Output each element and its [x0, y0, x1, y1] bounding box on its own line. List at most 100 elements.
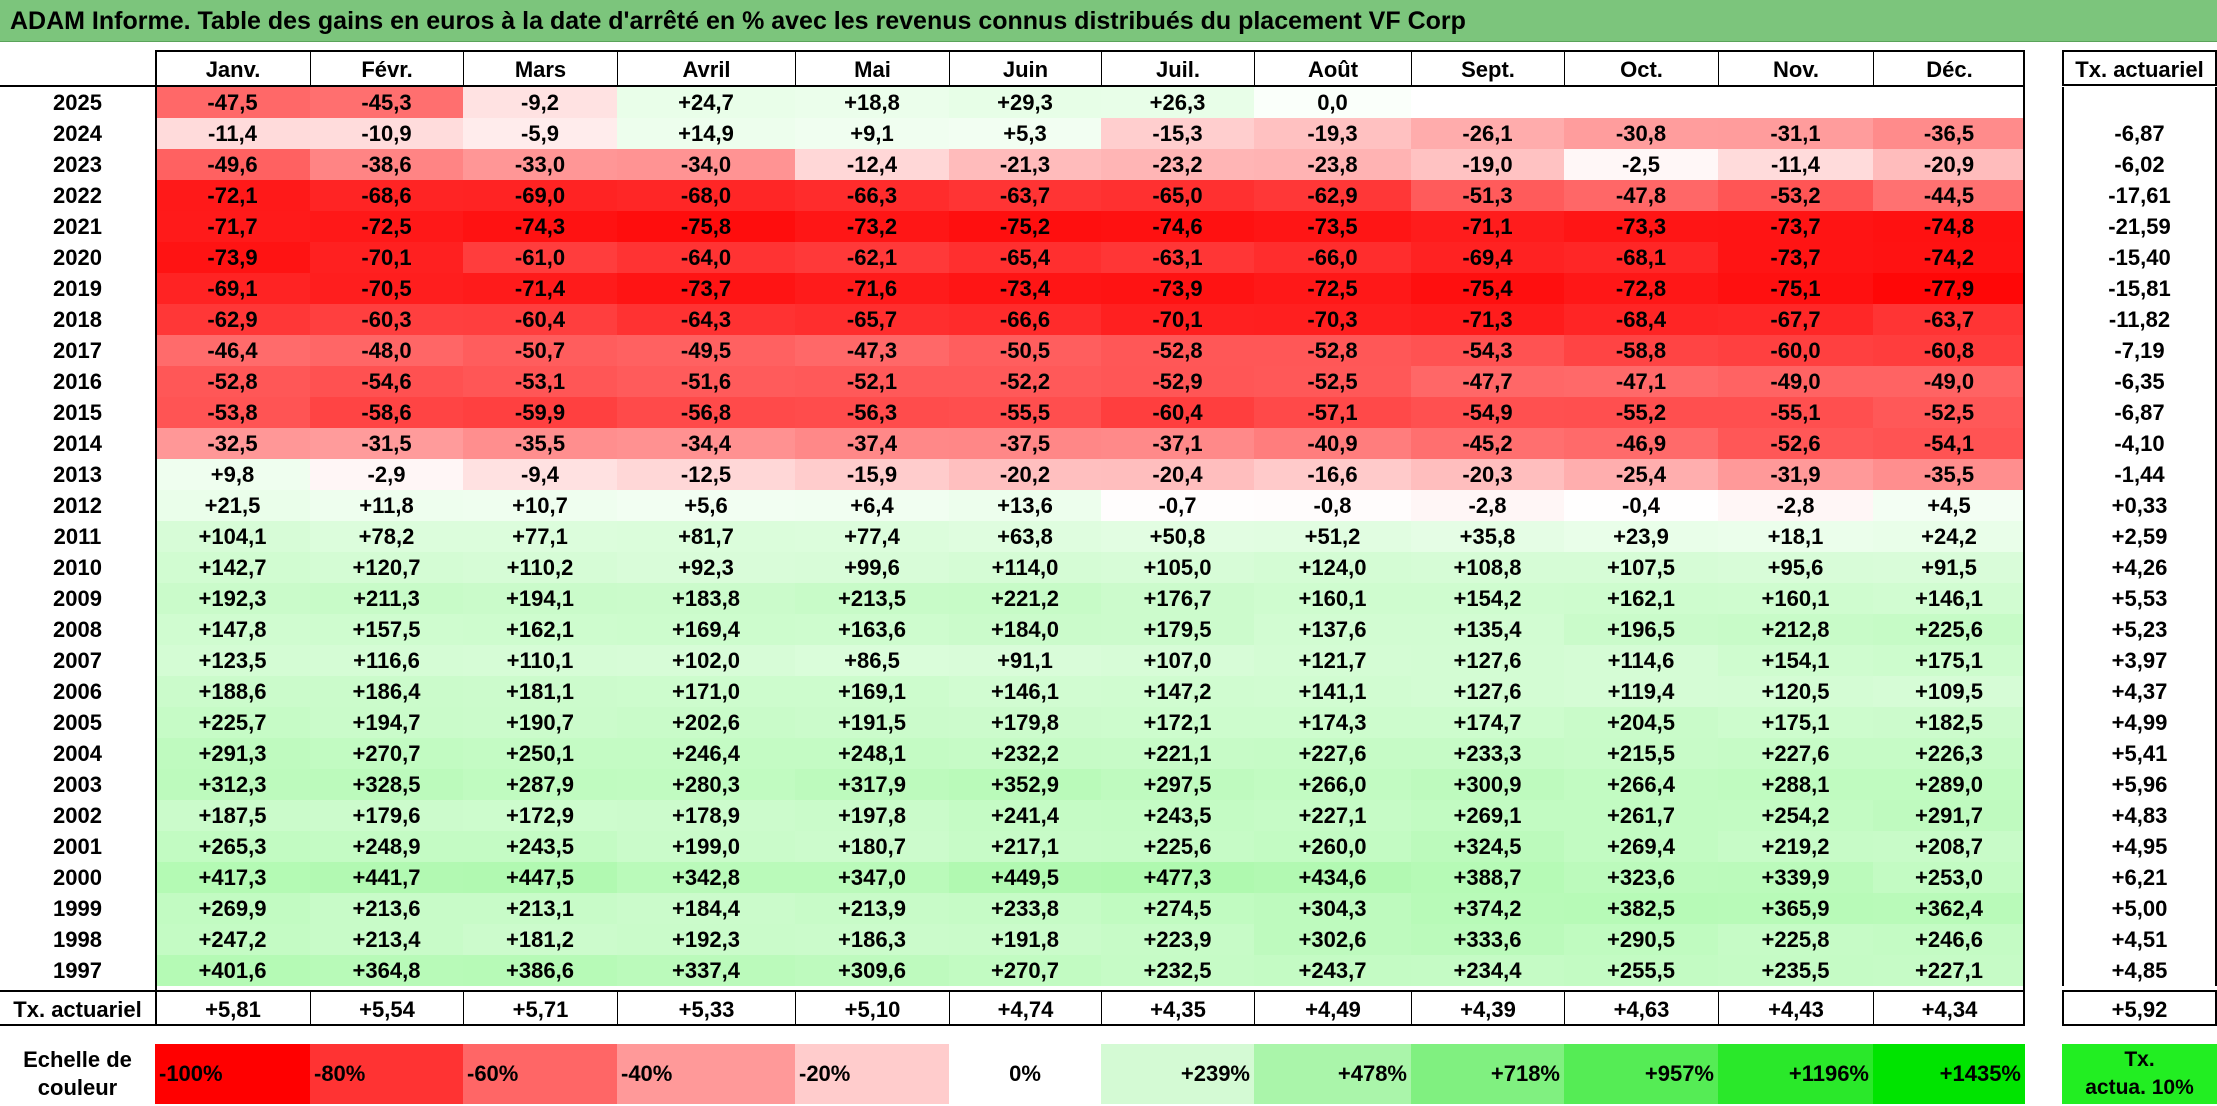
- value-cell: +266,0: [1254, 769, 1411, 800]
- value-cell: -69,0: [463, 180, 617, 211]
- tx-actuariel-cell: -1,44: [2062, 459, 2217, 490]
- value-cell: +172,1: [1101, 707, 1254, 738]
- year-cell: 2015: [0, 397, 155, 428]
- value-cell: -54,1: [1873, 428, 2025, 459]
- value-cell: +154,1: [1718, 645, 1873, 676]
- value-cell: -65,4: [949, 242, 1101, 273]
- table-row: 2018 -62,9 -60,3 -60,4 -64,3 -65,7 -66,6 -70,1-…: [0, 304, 2217, 335]
- value-cell: +291,7: [1873, 800, 2025, 831]
- value-cell: +4,5: [1873, 490, 2025, 521]
- value-cell: +169,4: [617, 614, 795, 645]
- value-cell: -73,9: [155, 242, 310, 273]
- value-cell: -63,7: [949, 180, 1101, 211]
- header-divider: [0, 85, 2025, 87]
- year-cell: 2014: [0, 428, 155, 459]
- value-cell: +234,4: [1411, 955, 1564, 986]
- value-cell: +186,4: [310, 676, 463, 707]
- value-cell: -59,9: [463, 397, 617, 428]
- year-cell: 2016: [0, 366, 155, 397]
- value-cell: -36,5: [1873, 118, 2025, 149]
- tx-legend-line2: actua. 10%: [2085, 1076, 2194, 1099]
- footer-value-cell: +5,33: [617, 990, 795, 1026]
- value-cell: [1718, 87, 1873, 118]
- value-cell: +23,9: [1564, 521, 1718, 552]
- value-cell: +226,3: [1873, 738, 2025, 769]
- value-cell: -26,1: [1411, 118, 1564, 149]
- tx-actuariel-cell: -21,59: [2062, 211, 2217, 242]
- value-cell: -73,5: [1254, 211, 1411, 242]
- month-header: Nov.: [1718, 50, 1873, 86]
- value-cell: -50,7: [463, 335, 617, 366]
- month-header: Juin: [949, 50, 1101, 86]
- value-cell: +14,9: [617, 118, 795, 149]
- legend-swatch: -40%: [617, 1044, 795, 1104]
- value-cell: +250,1: [463, 738, 617, 769]
- year-cell: 2009: [0, 583, 155, 614]
- value-cell: +477,3: [1101, 862, 1254, 893]
- value-cell: +91,1: [949, 645, 1101, 676]
- value-cell: -70,3: [1254, 304, 1411, 335]
- value-cell: -74,6: [1101, 211, 1254, 242]
- value-cell: -10,9: [310, 118, 463, 149]
- value-cell: -37,1: [1101, 428, 1254, 459]
- value-cell: +347,0: [795, 862, 949, 893]
- footer-value-cell: +5,54: [310, 990, 463, 1026]
- value-cell: +199,0: [617, 831, 795, 862]
- value-cell: -65,0: [1101, 180, 1254, 211]
- year-cell: 2022: [0, 180, 155, 211]
- value-cell: -66,0: [1254, 242, 1411, 273]
- value-cell: +243,5: [1101, 800, 1254, 831]
- footer-value-cell: +4,49: [1254, 990, 1411, 1026]
- value-cell: +157,5: [310, 614, 463, 645]
- value-cell: -2,5: [1564, 149, 1718, 180]
- value-cell: -54,6: [310, 366, 463, 397]
- value-cell: +141,1: [1254, 676, 1411, 707]
- value-cell: +92,3: [617, 552, 795, 583]
- legend-swatch: +957%: [1564, 1044, 1718, 1104]
- value-cell: -49,6: [155, 149, 310, 180]
- value-cell: +107,5: [1564, 552, 1718, 583]
- value-cell: [1411, 87, 1564, 118]
- value-cell: +180,7: [795, 831, 949, 862]
- value-cell: -60,4: [1101, 397, 1254, 428]
- year-cell: 2024: [0, 118, 155, 149]
- value-cell: -16,6: [1254, 459, 1411, 490]
- value-cell: -33,0: [463, 149, 617, 180]
- value-cell: +174,3: [1254, 707, 1411, 738]
- page-title: ADAM Informe. Table des gains en euros à…: [0, 0, 2217, 42]
- year-cell: 2013: [0, 459, 155, 490]
- value-cell: +324,5: [1411, 831, 1564, 862]
- value-cell: +254,2: [1718, 800, 1873, 831]
- value-cell: +248,9: [310, 831, 463, 862]
- value-cell: +194,1: [463, 583, 617, 614]
- value-cell: -23,2: [1101, 149, 1254, 180]
- value-cell: +241,4: [949, 800, 1101, 831]
- value-cell: -5,9: [463, 118, 617, 149]
- value-cell: +187,5: [155, 800, 310, 831]
- value-cell: +233,8: [949, 893, 1101, 924]
- value-cell: -75,8: [617, 211, 795, 242]
- value-cell: -69,1: [155, 273, 310, 304]
- value-cell: -60,8: [1873, 335, 2025, 366]
- value-cell: +11,8: [310, 490, 463, 521]
- footer-row: Tx. actuariel +5,81 +5,54 +5,71 +5,33 +5,10 +4…: [0, 990, 2217, 1026]
- value-cell: -68,1: [1564, 242, 1718, 273]
- value-cell: +127,6: [1411, 676, 1564, 707]
- table-row: 2011 +104,1 +78,2 +77,1 +81,7 +77,4 +63,8 +50,8…: [0, 521, 2217, 552]
- value-cell: -9,2: [463, 87, 617, 118]
- value-cell: +417,3: [155, 862, 310, 893]
- footer-value-cell: +4,34: [1873, 990, 2025, 1026]
- value-cell: +78,2: [310, 521, 463, 552]
- footer-value-cell: +5,81: [155, 990, 310, 1026]
- value-cell: -49,0: [1718, 366, 1873, 397]
- value-cell: +95,6: [1718, 552, 1873, 583]
- value-cell: +269,9: [155, 893, 310, 924]
- value-cell: -67,7: [1718, 304, 1873, 335]
- value-cell: -2,8: [1718, 490, 1873, 521]
- value-cell: -34,0: [617, 149, 795, 180]
- value-cell: +270,7: [949, 955, 1101, 986]
- value-cell: -0,7: [1101, 490, 1254, 521]
- color-scale-legend: Echelle de couleur Tx. actua. 10% -100% -…: [0, 1044, 2217, 1104]
- month-header: Août: [1254, 50, 1411, 86]
- value-cell: +182,5: [1873, 707, 2025, 738]
